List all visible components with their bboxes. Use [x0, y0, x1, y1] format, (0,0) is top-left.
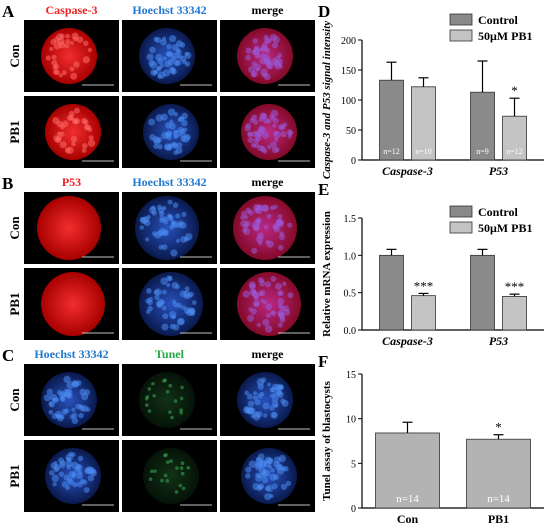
x-tick-label: Con	[397, 512, 419, 526]
column-header: P53	[61, 175, 82, 189]
bar	[470, 254, 495, 331]
y-tick-label: 1.5	[344, 214, 357, 225]
micrograph	[24, 440, 119, 512]
y-axis-label: Caspase-3 and P53 signal intensity	[321, 21, 333, 179]
significance-mark: ***	[414, 278, 434, 293]
micrograph	[220, 364, 315, 436]
column-header: merge	[251, 347, 284, 361]
x-tick-label: P53	[489, 164, 508, 178]
micrograph	[24, 268, 119, 340]
row-label: PB1	[7, 464, 22, 488]
legend-label: Control	[478, 13, 518, 27]
x-tick-label: P53	[489, 334, 508, 348]
panel-label-b: B	[2, 174, 14, 193]
legend-label: Control	[478, 205, 518, 219]
x-tick-label: PB1	[488, 512, 509, 526]
bar	[379, 79, 404, 161]
y-tick-label: 0	[351, 156, 356, 167]
y-tick-label: 5	[351, 459, 356, 470]
micrograph	[122, 440, 217, 512]
column-header: Caspase-3	[45, 3, 98, 17]
panel-label-c: C	[2, 346, 15, 365]
micrograph	[24, 20, 119, 92]
panel-label-e: E	[318, 180, 330, 199]
y-tick-label: 15	[346, 370, 356, 381]
column-header: merge	[251, 175, 284, 189]
significance-mark: *	[511, 83, 518, 98]
micrograph	[24, 364, 119, 436]
bar	[466, 438, 531, 509]
embryo-shape	[37, 196, 101, 260]
row-label: Con	[7, 216, 22, 240]
micrograph	[122, 20, 217, 92]
bar	[502, 115, 527, 161]
micrograph	[24, 192, 119, 264]
y-axis-label: Relative mRNA expression	[321, 211, 333, 337]
chart-d: Caspase-3 and P53 signal intensity 0 50 100…	[321, 13, 544, 179]
micrograph	[24, 96, 119, 168]
embryo-shape	[143, 448, 199, 504]
n-label: n=14	[487, 493, 510, 505]
n-label: n=12	[383, 147, 400, 156]
significance-mark: ***	[505, 279, 525, 294]
y-tick-label: 150	[341, 66, 356, 77]
micrograph	[220, 192, 315, 264]
row-label: PB1	[7, 120, 22, 144]
bar	[470, 91, 495, 161]
micrograph	[220, 268, 315, 340]
bar	[411, 295, 436, 331]
row-label: PB1	[7, 292, 22, 316]
bar	[375, 432, 440, 509]
column-header: merge	[251, 3, 284, 17]
bar	[502, 296, 527, 331]
y-axis-label: Tunel assay of blastocysts	[321, 380, 333, 500]
micrograph	[122, 192, 217, 264]
y-tick-label: 100	[341, 96, 356, 107]
micrograph	[122, 364, 217, 436]
bar	[379, 254, 404, 331]
legend-swatch	[449, 221, 473, 234]
y-tick-label: 10	[346, 415, 356, 426]
y-tick-label: 200	[341, 36, 356, 47]
column-header: Hoechst 33342	[34, 347, 109, 361]
micrograph	[220, 440, 315, 512]
n-label: n=14	[396, 493, 419, 505]
column-header: Tunel	[155, 347, 184, 361]
y-tick-label: 0	[351, 504, 356, 515]
legend-label: 50μM PB1	[478, 29, 532, 43]
micrograph	[220, 20, 315, 92]
panel-label-f: F	[318, 352, 329, 371]
panel-label-a: A	[2, 2, 15, 21]
column-header: Hoechst 33342	[132, 3, 207, 17]
micrograph	[122, 96, 217, 168]
column-header: Hoechst 33342	[132, 175, 207, 189]
x-tick-label: Caspase-3	[382, 334, 433, 348]
y-tick-label: 0.5	[344, 289, 357, 300]
row-label: Con	[7, 44, 22, 68]
n-label: n=9	[476, 147, 489, 156]
embryo-shape	[135, 196, 199, 260]
panel-label-d: D	[318, 2, 331, 21]
n-label: n=10	[415, 147, 432, 156]
micrograph	[220, 96, 315, 168]
n-label: n=12	[506, 147, 523, 156]
y-tick-label: 1.0	[344, 251, 357, 262]
embryo-shape	[41, 272, 105, 336]
row-label: Con	[7, 388, 22, 412]
significance-mark: *	[495, 420, 502, 435]
micrograph	[122, 268, 217, 340]
legend-swatch	[449, 13, 473, 26]
legend-label: 50μM PB1	[478, 221, 532, 235]
chart-f: Tunel assay of blastocysts 0 5 10 15 n=14 Con n…	[321, 370, 544, 526]
y-tick-label: 50	[346, 126, 356, 137]
chart-e: Relative mRNA expression 0.0 0.5 1.0 1.5 *** C…	[321, 205, 544, 348]
legend-swatch	[449, 205, 473, 218]
x-tick-label: Caspase-3	[382, 164, 433, 178]
legend-swatch	[449, 29, 473, 42]
y-tick-label: 0.0	[344, 326, 357, 337]
